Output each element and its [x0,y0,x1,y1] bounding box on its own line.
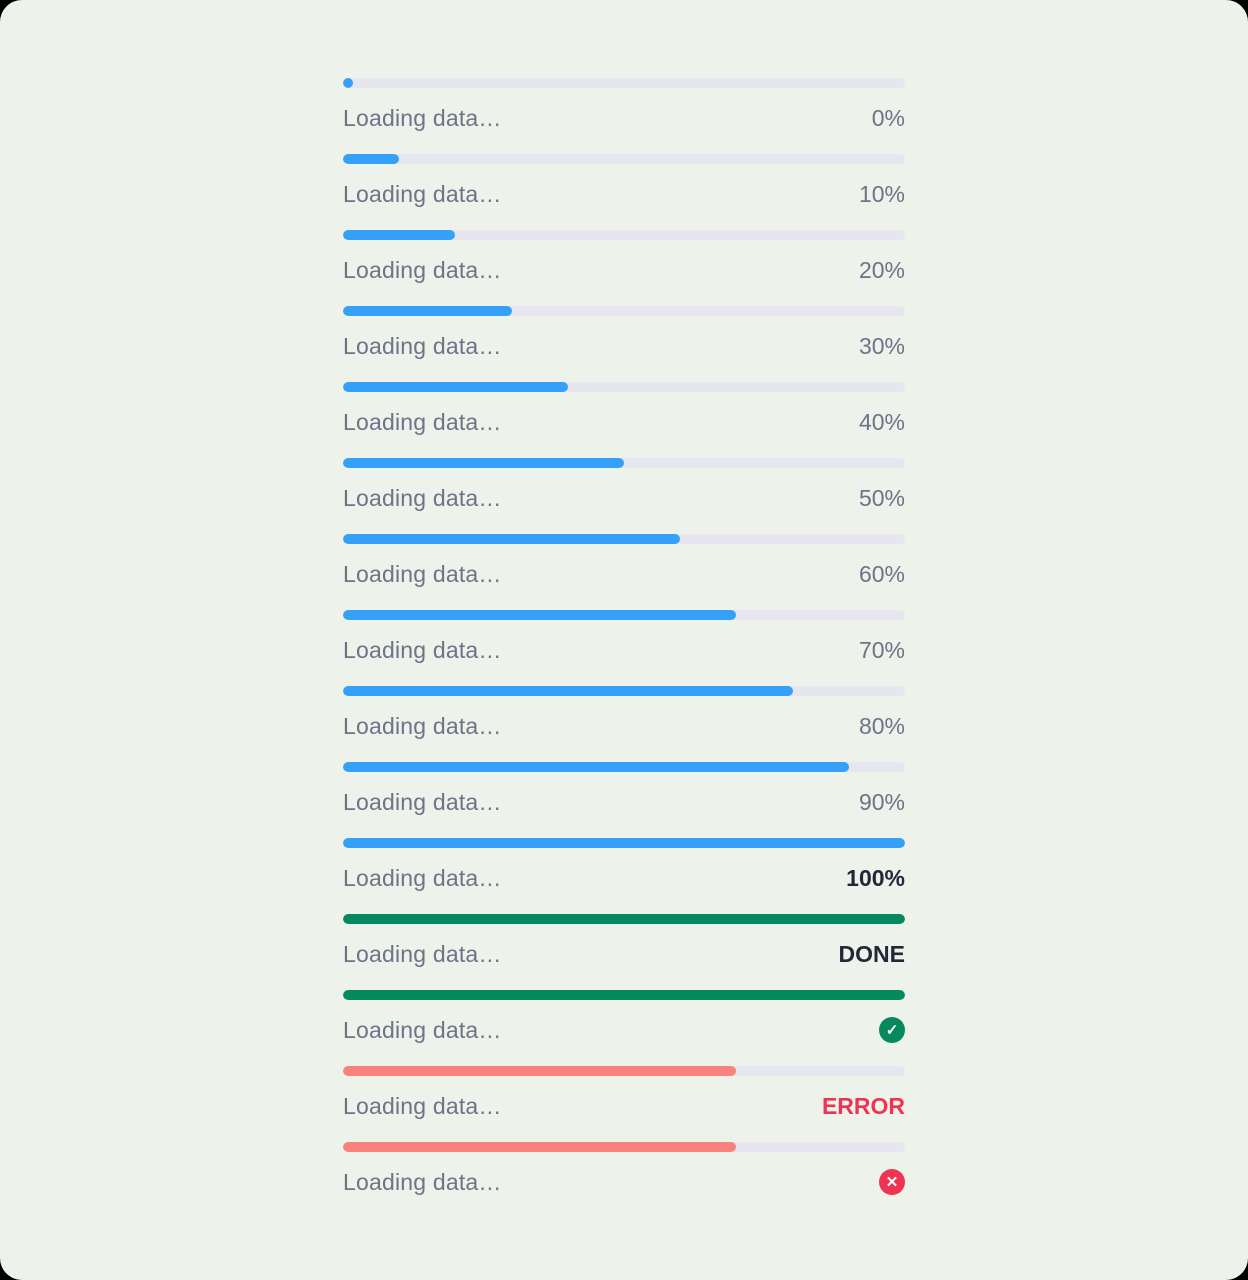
progress-meta-row: Loading data… DONE [343,940,905,968]
progress-bar-track [343,154,905,164]
status-text: 50% [858,484,905,511]
status-text: 80% [858,712,905,739]
progress-bar-fill [343,1142,737,1152]
loading-label: Loading data… [343,712,502,739]
progress-meta-row: Loading data… ✓ [343,1016,905,1044]
status-text: DONE [838,940,905,967]
progress-list: Loading data… 0% Loading data… 10% Loadi… [343,0,905,1196]
loading-label: Loading data… [343,788,502,815]
progress-meta-row: Loading data… 10% [343,180,905,208]
progress-bar-track [343,686,905,696]
progress-meta-row: Loading data… 80% [343,712,905,740]
progress-meta-row: Loading data… ERROR [343,1092,905,1120]
progress-meta-row: Loading data… 90% [343,788,905,816]
loading-label: Loading data… [343,1016,502,1043]
status-text: 90% [858,788,905,815]
progress-bar-fill [343,154,400,164]
progress-bar-fill [343,78,353,88]
progress-meta-row: Loading data… 20% [343,256,905,284]
progress-item: Loading data… ✕ [343,1142,905,1196]
progress-bar-track [343,306,905,316]
status-text: 10% [858,180,905,207]
progress-item: Loading data… 40% [343,382,905,436]
progress-bar-fill [343,382,568,392]
progress-bar-fill [343,230,456,240]
progress-bar-track [343,914,905,924]
loading-label: Loading data… [343,180,502,207]
loading-label: Loading data… [343,484,502,511]
progress-bar-fill [343,838,905,848]
progress-item: Loading data… 60% [343,534,905,588]
loading-label: Loading data… [343,408,502,435]
progress-meta-row: Loading data… 100% [343,864,905,892]
progress-item: Loading data… 10% [343,154,905,208]
progress-bar-fill [343,458,624,468]
loading-label: Loading data… [343,1168,502,1195]
loading-label: Loading data… [343,636,502,663]
progress-item: Loading data… 30% [343,306,905,360]
status-text: 60% [858,560,905,587]
progress-bar-track [343,458,905,468]
progress-meta-row: Loading data… 30% [343,332,905,360]
progress-item: Loading data… 20% [343,230,905,284]
progress-bar-track [343,534,905,544]
loading-label: Loading data… [343,864,502,891]
progress-bar-track [343,762,905,772]
loading-label: Loading data… [343,940,502,967]
progress-item: Loading data… DONE [343,914,905,968]
status-text: 20% [858,256,905,283]
progress-meta-row: Loading data… 70% [343,636,905,664]
status-text: ERROR [821,1092,905,1119]
progress-item: Loading data… 50% [343,458,905,512]
loading-label: Loading data… [343,332,502,359]
loading-label: Loading data… [343,104,502,131]
progress-meta-row: Loading data… 50% [343,484,905,512]
loading-label: Loading data… [343,256,502,283]
status-text: 40% [858,408,905,435]
check-icon: ✓ [879,1017,905,1043]
progress-bar-track [343,1142,905,1152]
status-text: 30% [858,332,905,359]
progress-meta-row: Loading data… 0% [343,104,905,132]
progress-bar-fill [343,306,512,316]
progress-item: Loading data… 90% [343,762,905,816]
progress-item: Loading data… ERROR [343,1066,905,1120]
status-text: 100% [846,864,905,891]
progress-bar-fill [343,610,737,620]
progress-bar-fill [343,686,793,696]
progress-meta-row: Loading data… 60% [343,560,905,588]
progress-bar-track [343,230,905,240]
progress-bar-fill [343,1066,737,1076]
progress-bar-track [343,838,905,848]
progress-item: Loading data… 0% [343,78,905,132]
progress-item: Loading data… 80% [343,686,905,740]
progress-bar-fill [343,762,849,772]
status-text: 70% [858,636,905,663]
progress-bar-fill [343,534,681,544]
progress-bar-fill [343,990,905,1000]
progress-meta-row: Loading data… 40% [343,408,905,436]
progress-bar-track [343,1066,905,1076]
progress-bar-track [343,610,905,620]
progress-bar-track [343,382,905,392]
progress-bar-track [343,990,905,1000]
progress-bar-fill [343,914,905,924]
loading-label: Loading data… [343,1092,502,1119]
cross-icon: ✕ [879,1169,905,1195]
progress-item: Loading data… 100% [343,838,905,892]
loading-label: Loading data… [343,560,502,587]
status-text: 0% [871,104,905,131]
progress-item: Loading data… 70% [343,610,905,664]
progress-meta-row: Loading data… ✕ [343,1168,905,1196]
progress-bar-track [343,78,905,88]
progress-item: Loading data… ✓ [343,990,905,1044]
